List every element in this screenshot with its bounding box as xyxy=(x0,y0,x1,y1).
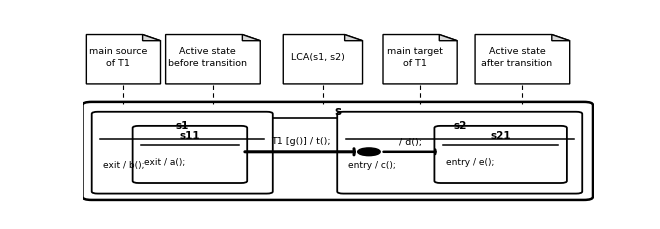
FancyBboxPatch shape xyxy=(82,102,593,200)
Text: s: s xyxy=(334,105,341,118)
Text: s1: s1 xyxy=(176,121,189,131)
Text: entry / c();: entry / c(); xyxy=(348,161,396,170)
Polygon shape xyxy=(552,35,570,41)
FancyBboxPatch shape xyxy=(133,126,248,183)
Text: s21: s21 xyxy=(490,131,511,142)
Polygon shape xyxy=(86,35,160,84)
Polygon shape xyxy=(166,35,260,84)
FancyBboxPatch shape xyxy=(337,112,582,194)
Text: T1 [g()] / t();: T1 [g()] / t(); xyxy=(271,137,330,146)
FancyBboxPatch shape xyxy=(92,112,273,194)
Text: exit / a();: exit / a(); xyxy=(144,158,185,167)
Polygon shape xyxy=(440,35,457,41)
Polygon shape xyxy=(345,35,362,41)
Text: s2: s2 xyxy=(453,121,467,131)
Text: exit / b();: exit / b(); xyxy=(103,161,145,170)
Text: Active state
before transition: Active state before transition xyxy=(168,47,247,68)
Text: main target
of T1: main target of T1 xyxy=(387,47,443,68)
Text: entry / e();: entry / e(); xyxy=(446,158,494,167)
Text: main source
of T1: main source of T1 xyxy=(89,47,147,68)
Text: / d();: / d(); xyxy=(399,137,422,147)
Text: LCA(s1, s2): LCA(s1, s2) xyxy=(290,53,345,62)
Polygon shape xyxy=(143,35,160,41)
Text: Active state
after transition: Active state after transition xyxy=(481,47,552,68)
Polygon shape xyxy=(242,35,260,41)
FancyBboxPatch shape xyxy=(434,126,567,183)
Polygon shape xyxy=(475,35,570,84)
Text: s11: s11 xyxy=(180,131,200,142)
Polygon shape xyxy=(383,35,457,84)
Polygon shape xyxy=(283,35,362,84)
Circle shape xyxy=(358,148,380,156)
